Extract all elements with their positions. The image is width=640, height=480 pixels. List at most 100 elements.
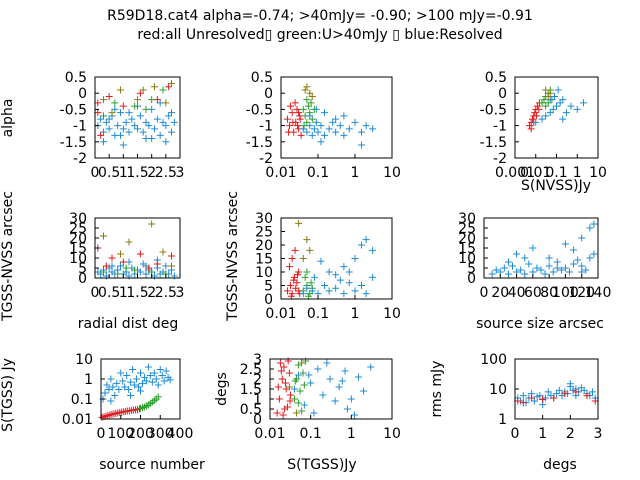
- point-green-5: [307, 99, 315, 107]
- y-tick-label: 0: [264, 292, 273, 308]
- point-blue-1: [303, 284, 311, 292]
- point-blue-12: [369, 273, 377, 281]
- point-blue-2: [308, 287, 316, 295]
- point-olive-0: [293, 409, 301, 417]
- x-axis-label: source size arcsec: [476, 316, 604, 332]
- point-green-0: [111, 99, 119, 107]
- x-tick-label: 0.5: [98, 285, 120, 301]
- point-blue-20: [570, 260, 578, 268]
- x-tick-label: 0: [511, 426, 520, 442]
- x-tick-label: 0.01: [254, 426, 285, 442]
- point-olive-2: [134, 96, 141, 104]
- point-blue-10: [122, 118, 130, 126]
- point-olive-3: [301, 86, 309, 94]
- point-blue-16: [358, 241, 366, 249]
- point-blue-29: [119, 141, 127, 149]
- point-red-10: [533, 112, 541, 120]
- point-red-2: [119, 258, 127, 266]
- point-blue-14: [134, 125, 141, 133]
- x-tick-label: 1.5: [126, 165, 148, 181]
- point-blue-18: [305, 371, 313, 379]
- point-blue-14: [559, 115, 567, 123]
- point-red-13: [290, 273, 298, 281]
- point-blue-23: [144, 363, 152, 371]
- y-tick-label: 0: [264, 86, 273, 102]
- point-blue-37: [521, 254, 529, 262]
- point-blue-22: [156, 131, 164, 139]
- point-green-9: [291, 377, 299, 385]
- point-red-12: [286, 397, 294, 405]
- x-tick-label: 10: [383, 306, 401, 322]
- y-tick-label: 5: [264, 279, 273, 295]
- point-red-14: [295, 268, 303, 276]
- point-olive-5: [108, 109, 116, 117]
- point-blue-20: [312, 105, 320, 113]
- x-tick-label: 0: [91, 165, 100, 181]
- point-blue-10: [358, 282, 366, 289]
- point-red-6: [572, 388, 580, 396]
- point-blue-30: [158, 371, 166, 379]
- x-axis-label: S(NVSS)Jy: [521, 178, 591, 194]
- point-red-4: [550, 394, 558, 402]
- point-blue-36: [504, 258, 512, 266]
- point-blue-26: [513, 250, 521, 258]
- plot-frame: [280, 76, 393, 159]
- y-tick-label: -1.5: [480, 135, 507, 151]
- panel-p2: 0.01 0.1 1 10 0.50-0.5-1-1.5-2: [246, 70, 401, 181]
- y-tick-label: -2: [73, 151, 87, 167]
- point-blue-14: [345, 125, 353, 133]
- point-blue-12: [123, 371, 131, 379]
- x-axis-label: radial dist deg: [78, 316, 178, 332]
- point-blue-35: [142, 135, 150, 143]
- y-tick-label: 0.1: [71, 392, 93, 408]
- y-axis-label: alpha: [0, 99, 16, 138]
- y-tick-label: 10: [458, 251, 476, 267]
- y-tick-label: -2: [259, 151, 273, 167]
- y-tick-label: 20: [69, 231, 87, 247]
- x-tick-label: 3: [594, 426, 603, 442]
- y-tick-label: 0.5: [485, 70, 507, 86]
- x-tick-label: 200: [127, 426, 154, 442]
- point-red-0: [284, 115, 292, 123]
- point-blue-27: [588, 388, 596, 396]
- x-tick-label: 60: [524, 285, 542, 301]
- point-blue-23: [582, 266, 590, 274]
- y-tick-label: 1.5: [240, 382, 262, 398]
- point-blue-11: [121, 383, 129, 391]
- point-blue-28: [545, 254, 553, 262]
- point-blue-7: [517, 266, 525, 274]
- x-tick-label: 120: [568, 285, 595, 301]
- x-tick-label: 0.1: [545, 165, 567, 181]
- point-blue-7: [340, 290, 348, 298]
- point-olive-1: [117, 86, 124, 94]
- point-blue-8: [345, 279, 353, 287]
- point-blue-0: [532, 118, 540, 126]
- x-tick-label: 0.5: [98, 165, 120, 181]
- point-red-6: [97, 131, 105, 139]
- point-olive-1: [298, 359, 306, 367]
- point-red-8: [276, 359, 284, 367]
- point-blue-7: [559, 96, 567, 104]
- point-red-5: [168, 252, 175, 260]
- point-red-7: [286, 263, 294, 271]
- point-blue-25: [590, 250, 598, 258]
- x-tick-label: 1: [351, 306, 360, 322]
- point-blue-0: [488, 270, 496, 278]
- point-blue-4: [321, 282, 329, 289]
- point-olive-3: [159, 248, 167, 256]
- y-tick-label: 0: [467, 271, 476, 287]
- point-blue-10: [573, 105, 581, 113]
- point-green-0: [100, 268, 107, 276]
- point-red-0: [284, 287, 292, 295]
- point-blue-27: [529, 244, 537, 252]
- point-blue-19: [351, 411, 359, 419]
- point-red-9: [291, 246, 299, 254]
- y-axis-label: rms mJy: [429, 361, 445, 418]
- point-blue-19: [566, 268, 573, 276]
- point-red-10: [281, 379, 289, 387]
- point-red-8: [527, 125, 535, 133]
- point-red-0: [273, 409, 281, 417]
